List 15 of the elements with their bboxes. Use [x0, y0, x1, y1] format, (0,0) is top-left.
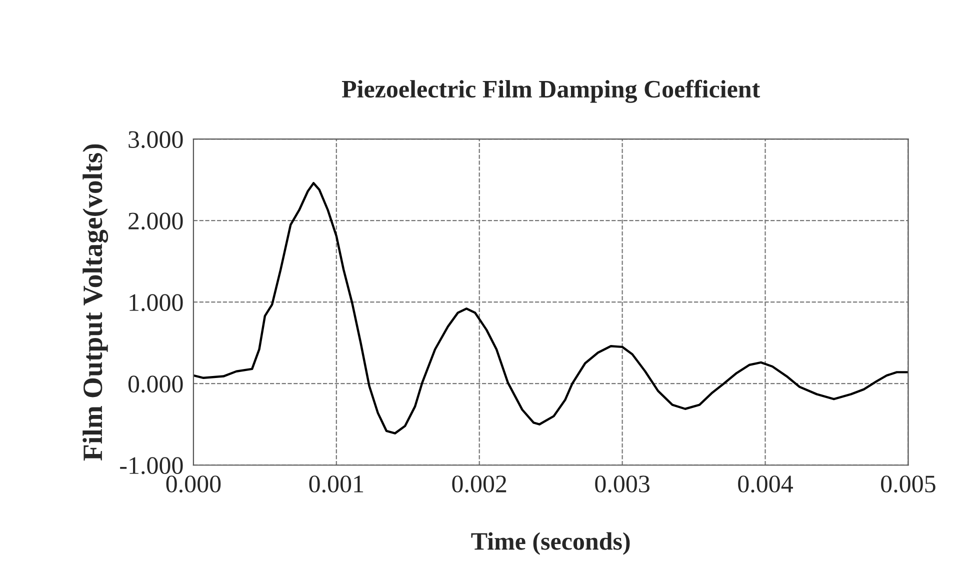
x-tick-label: 0.002: [452, 476, 506, 493]
x-tick-label: 0.005: [881, 476, 936, 493]
y-tick-label: 3.000: [128, 131, 183, 148]
x-tick-label: 0.001: [309, 476, 364, 493]
x-tick-label: 0.003: [595, 476, 650, 493]
y-tick-label: 1.000: [130, 294, 183, 312]
line-series: [193, 182, 908, 434]
y-tick-label: 2.000: [128, 212, 183, 230]
x-axis-title: Time (seconds): [471, 532, 630, 555]
y-axis-title: Film Output Voltage(volts): [82, 144, 108, 461]
y-tick-label: -1.000: [120, 457, 183, 474]
y-tick-label: 0.000: [128, 376, 183, 393]
x-tick-label: 0.000: [166, 476, 221, 493]
chart-title: Piezoelectric Film Damping Coefficient: [342, 80, 760, 103]
x-tick-label: 0.004: [738, 476, 793, 493]
